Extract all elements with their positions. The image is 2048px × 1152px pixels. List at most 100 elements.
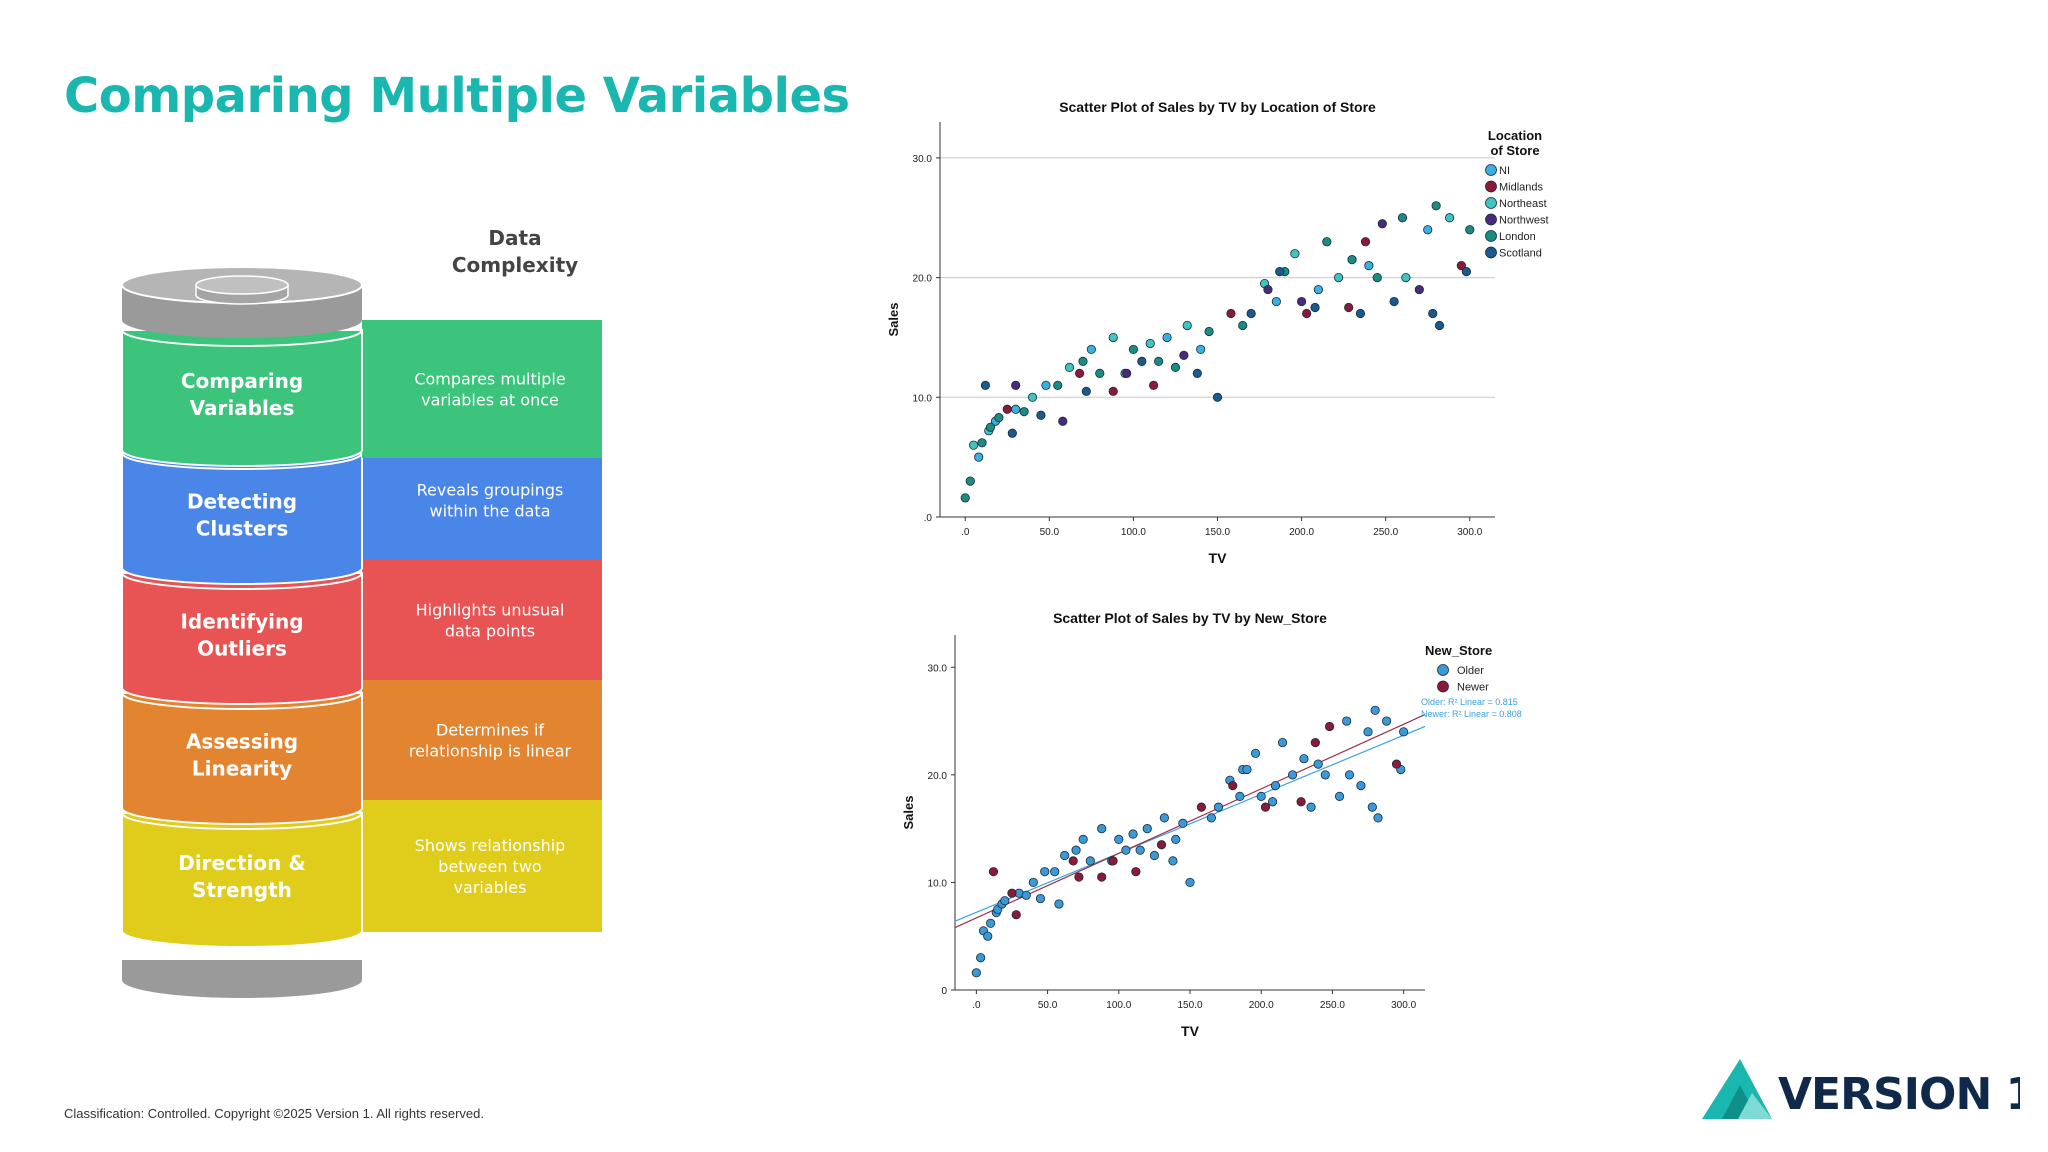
- data-point-older: [1040, 867, 1050, 877]
- data-point-scotland: [1212, 392, 1223, 402]
- legend-label: Northeast: [1499, 198, 1547, 210]
- data-point-midlands: [1148, 380, 1159, 390]
- data-point-london: [985, 422, 996, 432]
- data-point-northwest: [1414, 284, 1424, 295]
- data-point-older: [1277, 737, 1288, 748]
- data-point-northeast: [1401, 273, 1411, 283]
- legend-marker: [1485, 246, 1497, 259]
- data-point-london: [977, 438, 987, 448]
- data-point-older: [1356, 781, 1366, 791]
- data-point-older: [1128, 829, 1138, 839]
- layer-description-line: between two: [438, 857, 541, 876]
- data-point-older: [1121, 845, 1131, 855]
- data-point-ni: [1011, 404, 1021, 414]
- data-point-older: [1287, 770, 1298, 780]
- data-point-ni: [1423, 225, 1433, 235]
- data-point-london: [960, 493, 970, 503]
- data-point-northeast: [969, 440, 979, 450]
- chart-title: Scatter Plot of Sales by TV by Location …: [1059, 99, 1376, 115]
- data-point-older: [1159, 813, 1169, 823]
- data-point-london: [1347, 255, 1357, 265]
- data-point-older: [1242, 764, 1252, 775]
- scatter-chart-new-store: Scatter Plot of Sales by TV by New_Store…: [901, 610, 1522, 1039]
- legend-label: Midlands: [1499, 182, 1544, 194]
- data-point-scotland: [1389, 296, 1399, 307]
- layer-description-panel: [362, 560, 602, 680]
- layer-cylinder-body: [121, 692, 363, 825]
- layer-description-panel: [362, 680, 602, 800]
- layer-description-panel: [362, 440, 602, 560]
- layer-description-line: Compares multiple: [414, 370, 565, 389]
- data-point-midlands: [1344, 302, 1354, 313]
- fit-label: Newer: R² Linear = 0.808: [1421, 709, 1522, 719]
- legend-title: Location: [1488, 128, 1542, 143]
- data-point-ni: [1313, 284, 1324, 295]
- layer-description-line: variables: [454, 878, 527, 897]
- data-point-older: [1171, 834, 1181, 844]
- data-point-newer: [1228, 781, 1238, 791]
- x-tick-label: 250.0: [1320, 1000, 1345, 1011]
- layer-label-line1: Direction &: [178, 851, 306, 875]
- legend-label: Newer: [1457, 682, 1489, 694]
- legend-label: NI: [1499, 165, 1510, 177]
- layer-description-panel: [362, 800, 602, 932]
- layer-label-line1: Detecting: [187, 490, 297, 514]
- data-point-northeast: [1333, 273, 1344, 283]
- legend-marker: [1485, 180, 1497, 193]
- data-point-ni: [1086, 344, 1096, 355]
- data-point-northwest: [1296, 296, 1307, 307]
- x-tick-label: .0: [961, 527, 970, 538]
- data-point-older: [1060, 850, 1070, 861]
- legend-label: Scotland: [1499, 248, 1542, 260]
- data-point-northeast: [1182, 320, 1192, 331]
- legend-label: Older: [1457, 665, 1484, 677]
- data-point-midlands: [1456, 261, 1466, 271]
- data-point-older: [1185, 877, 1195, 888]
- data-point-midlands: [1226, 308, 1236, 319]
- data-point-older: [1078, 834, 1088, 844]
- stack-layer-4: Assessing Linearity Determines if relations…: [121, 680, 602, 825]
- data-complexity-header-line2: Complexity: [452, 253, 578, 277]
- layer-label-line1: Identifying: [180, 610, 303, 634]
- data-point-london: [1372, 273, 1382, 283]
- data-point-older: [983, 931, 993, 941]
- data-point-older: [1320, 770, 1330, 780]
- data-point-newer: [1131, 867, 1141, 877]
- data-point-older: [1306, 802, 1316, 812]
- data-point-older: [1250, 748, 1261, 758]
- data-point-older: [986, 918, 996, 928]
- data-point-northeast: [1444, 213, 1455, 223]
- data-point-scotland: [1036, 410, 1046, 420]
- x-tick-label: 200.0: [1249, 1000, 1274, 1011]
- scatter-chart-location: Scatter Plot of Sales by TV by Location …: [886, 99, 1549, 566]
- data-point-older: [1071, 845, 1081, 855]
- x-tick-label: 50.0: [1038, 1000, 1058, 1011]
- data-point-london: [1322, 237, 1332, 247]
- data-point-older: [1381, 716, 1392, 726]
- y-tick-label: .0: [924, 513, 933, 524]
- data-complexity-header-line1: Data: [488, 226, 541, 250]
- version1-logo: VERSION 1: [1702, 1059, 2020, 1120]
- data-point-older: [1135, 845, 1145, 855]
- x-tick-label: 100.0: [1121, 527, 1146, 538]
- data-point-newer: [1156, 840, 1167, 850]
- legend-label: London: [1499, 231, 1536, 243]
- layer-cylinder-body: [121, 452, 363, 585]
- legend-marker: [1485, 213, 1497, 226]
- data-point-northwest: [1263, 284, 1273, 295]
- fit-line-older: [954, 725, 1426, 922]
- layer-label-line2: Outliers: [197, 637, 287, 661]
- data-point-newer: [1391, 759, 1402, 769]
- data-point-newer: [1097, 872, 1107, 882]
- data-point-older: [1178, 818, 1188, 828]
- layer-description-line: Shows relationship: [415, 836, 566, 855]
- data-point-newer: [1108, 856, 1118, 866]
- data-point-london: [1170, 362, 1181, 372]
- data-point-ni: [1271, 296, 1281, 307]
- data-point-newer: [1260, 802, 1271, 812]
- stack-layer-5: Direction & Strength Shows relationship bet…: [121, 800, 602, 948]
- data-point-newer: [1324, 721, 1335, 732]
- layer-description-line: data points: [445, 622, 535, 641]
- data-point-northeast: [1290, 249, 1300, 259]
